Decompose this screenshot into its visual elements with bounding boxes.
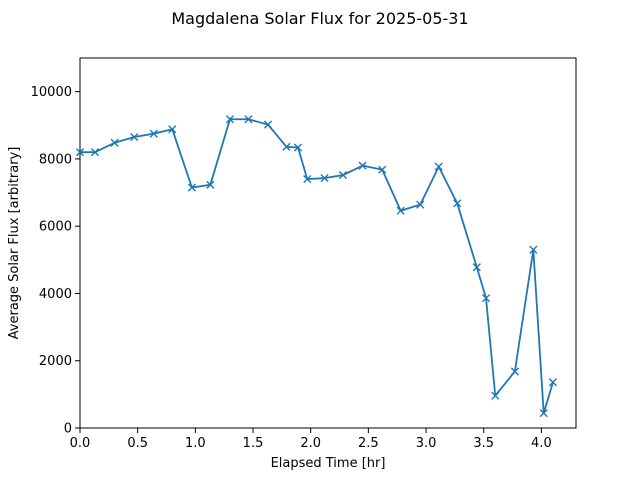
y-tick-label: 0 <box>64 422 72 437</box>
y-tick-label: 8000 <box>39 152 72 167</box>
data-point-marker <box>282 142 291 151</box>
data-point-marker <box>75 148 85 157</box>
data-point-marker <box>539 409 548 418</box>
data-point-marker <box>548 378 558 387</box>
series-line <box>80 118 554 415</box>
x-tick-label: 3.5 <box>473 436 494 451</box>
data-point-marker <box>130 132 139 142</box>
x-tick-label: 2.5 <box>358 436 379 451</box>
data-point-marker <box>303 174 312 184</box>
data-point-marker <box>491 391 500 400</box>
data-point-marker <box>206 180 215 189</box>
data-point-marker <box>510 367 519 376</box>
y-tick-label: 6000 <box>39 220 72 235</box>
data-point-marker <box>244 115 253 124</box>
data-point-marker <box>396 206 405 215</box>
x-tick-label: 2.0 <box>300 436 321 451</box>
data-point-marker <box>453 199 462 208</box>
data-point-marker <box>110 138 119 147</box>
x-tick-label: 0.5 <box>127 436 148 451</box>
data-point-marker <box>434 162 443 171</box>
data-point-marker <box>187 183 196 192</box>
x-tick-label: 0.0 <box>70 436 91 451</box>
data-point-marker <box>358 161 367 170</box>
data-point-marker <box>338 170 348 180</box>
plot-frame <box>79 57 577 429</box>
plot-area: 0.0 0.5 1.0 1.5 2.0 2.5 3.0 3.5 4.0 0 2000 4000 600… <box>31 57 577 451</box>
data-point-marker <box>168 125 177 134</box>
x-axis: 0.0 0.5 1.0 1.5 2.0 2.5 3.0 3.5 4.0 <box>70 428 552 451</box>
x-tick-label: 1.5 <box>243 436 264 451</box>
chart-title: Magdalena Solar Flux for 2025-05-31 <box>171 9 468 28</box>
y-axis-label: Average Solar Flux [arbitrary] <box>7 147 22 340</box>
y-tick-label: 4000 <box>39 287 72 302</box>
data-point-marker <box>529 245 538 254</box>
x-tick-label: 1.0 <box>185 436 206 451</box>
x-tick-label: 3.0 <box>416 436 437 451</box>
data-point-marker <box>378 165 387 174</box>
data-point-marker <box>90 148 100 157</box>
data-point-marker <box>416 200 425 209</box>
data-point-marker <box>320 173 329 183</box>
data-point-marker <box>472 263 481 272</box>
data-point-marker <box>149 129 158 138</box>
x-tick-label: 4.0 <box>531 436 552 451</box>
series-layer <box>75 115 558 418</box>
data-point-marker <box>293 143 303 152</box>
data-point-marker <box>481 294 491 303</box>
x-axis-label: Elapsed Time [hr] <box>271 456 386 471</box>
y-tick-label: 2000 <box>39 354 72 369</box>
y-tick-label: 10000 <box>31 85 72 100</box>
data-point-marker <box>263 120 273 129</box>
y-axis: 0 2000 4000 6000 8000 10000 <box>31 85 80 437</box>
data-point-marker <box>225 115 235 124</box>
